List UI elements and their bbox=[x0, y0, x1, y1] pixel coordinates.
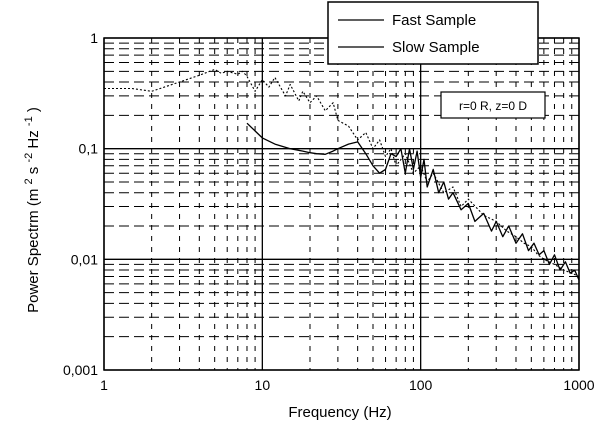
x-axis-title: Frequency (Hz) bbox=[288, 404, 391, 421]
x-tick-label: 100 bbox=[409, 377, 433, 393]
annotation-box bbox=[440, 91, 546, 119]
legend: Fast Sample Slow Sample bbox=[327, 1, 539, 65]
legend-box bbox=[327, 1, 539, 65]
y-axis-title-end: ) bbox=[25, 107, 42, 112]
y-axis-title: Power Spectrm (m 2 s -2 Hz -1 ) bbox=[19, 107, 42, 313]
y-axis-title-sup2: -2 bbox=[23, 153, 35, 163]
legend-label-slow: Slow Sample bbox=[392, 39, 480, 56]
y-tick-label: 0,01 bbox=[71, 251, 98, 267]
annotation-text: r=0 R, z=0 D bbox=[459, 99, 527, 113]
y-axis-title-group: Power Spectrm (m 2 s -2 Hz -1 ) bbox=[19, 107, 42, 313]
y-axis-title-mid1: s bbox=[25, 167, 42, 175]
y-axis-title-mid2: Hz bbox=[25, 130, 42, 148]
y-axis-title-sup3: -1 bbox=[23, 116, 35, 126]
plot-area bbox=[103, 37, 580, 371]
x-tick-label: 10 bbox=[255, 377, 271, 393]
series-layer bbox=[104, 68, 580, 281]
y-axis-title-main: Power Spectrm (m bbox=[25, 185, 42, 313]
y-axis-title-sup1: 2 bbox=[23, 178, 35, 184]
x-tick-label: 1 bbox=[100, 377, 108, 393]
y-tick-label: 0,1 bbox=[79, 141, 99, 157]
y-tick-label: 0,001 bbox=[63, 362, 98, 378]
tick-labels: 1 10 100 1000 1 0,1 0,01 0,001 bbox=[63, 30, 595, 393]
legend-label-fast: Fast Sample bbox=[392, 12, 476, 29]
x-tick-label: 1000 bbox=[563, 377, 594, 393]
y-tick-label: 1 bbox=[90, 30, 98, 46]
annotation: r=0 R, z=0 D bbox=[440, 91, 546, 119]
series-line-slow-sample bbox=[246, 122, 580, 281]
